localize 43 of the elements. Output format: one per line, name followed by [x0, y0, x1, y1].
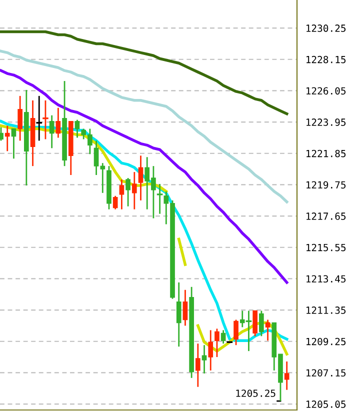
y-tick-label: 1211.35: [306, 306, 346, 314]
candlestick: [56, 107, 61, 138]
line-series: [0, 30, 288, 116]
candlestick: [18, 95, 22, 142]
y-tick-label: 1219.75: [306, 181, 346, 189]
y-tick-label: 1207.15: [306, 369, 346, 377]
y-tick-label: 1221.85: [306, 150, 346, 158]
candlestick: [119, 178, 124, 210]
candlestick: [208, 329, 214, 372]
candlestick: [156, 183, 163, 214]
candlestick: [220, 329, 226, 344]
candlestick: [112, 195, 118, 210]
candlestick: [234, 319, 238, 346]
annotation: 1205.25: [236, 390, 276, 397]
candlestick: [265, 319, 270, 342]
candlestick: [49, 114, 54, 149]
candlestick: [4, 125, 10, 152]
y-tick-label: 1213.45: [306, 275, 346, 283]
y-tick-label: 1209.25: [306, 338, 346, 346]
line-series: [0, 69, 288, 284]
candlestick: [36, 95, 42, 142]
candlestick: [259, 310, 264, 337]
y-tick-label: 1217.65: [306, 212, 346, 220]
y-tick-label: 1205.05: [306, 400, 346, 408]
line-series: [0, 50, 288, 204]
candlestick: [138, 154, 144, 202]
candlestick: [202, 344, 207, 374]
y-tick-label: 1223.95: [306, 118, 346, 126]
candlestick: [182, 289, 188, 326]
candlestick: [214, 328, 220, 358]
candlestick: [252, 310, 258, 337]
candlestick: [11, 128, 16, 160]
candlestick: [42, 100, 48, 140]
y-tick-label: 1230.25: [306, 24, 346, 32]
candlestick: [74, 119, 80, 138]
y-tick-label: 1226.05: [306, 87, 346, 95]
candlestick: [196, 342, 200, 388]
y-tick-label: 1228.15: [306, 56, 346, 64]
candlestick: [132, 171, 137, 210]
candlestick: [284, 360, 290, 391]
candlestick: [176, 282, 182, 348]
candlestick: [126, 177, 130, 208]
y-tick-label: 1215.55: [306, 244, 346, 252]
